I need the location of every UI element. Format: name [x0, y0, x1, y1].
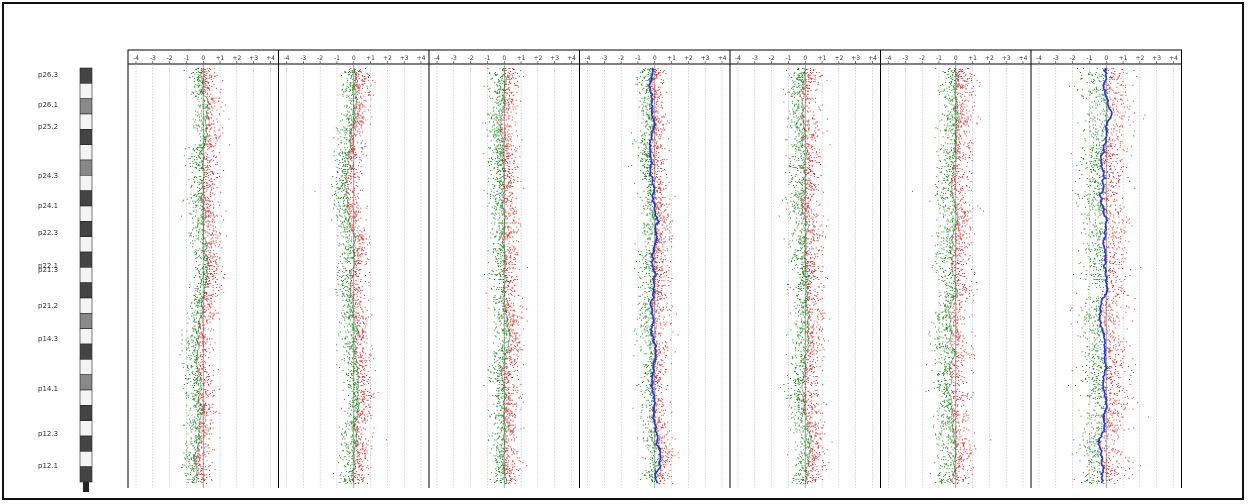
axis-tick-label: 0	[502, 55, 506, 62]
sample-panel: -4 -3 -2 -1 0 +1 +2 +3 +4	[580, 50, 731, 488]
axis-tick-label: +2	[1135, 55, 1144, 62]
axis-tick-label: +1	[1119, 55, 1128, 62]
axis-tick-label: -4	[133, 55, 139, 62]
axis-tick-label: 0	[1104, 55, 1108, 62]
axis-tick-label: +4	[718, 55, 727, 62]
axis-tick-label: -3	[1053, 55, 1059, 62]
probe-dots	[1068, 68, 1149, 484]
sample-panel: -4 -3 -2 -1 0 +1 +2 +3 +4	[429, 50, 580, 488]
axis-tick-label: -2	[919, 55, 925, 62]
axis-tick-label: -4	[886, 55, 892, 62]
axis-tick-label: -2	[618, 55, 624, 62]
axis-tick-label: +3	[550, 55, 559, 62]
axis-tick-label: +1	[517, 55, 526, 62]
axis-tick-label: -1	[785, 55, 791, 62]
axis-tick-label: -1	[484, 55, 490, 62]
axis-tick-label: -4	[284, 55, 290, 62]
axis-tick-label: +3	[400, 55, 409, 62]
axis-tick-label: +1	[968, 55, 977, 62]
axis-tick-label: 0	[803, 55, 807, 62]
axis-tick-label: -1	[936, 55, 942, 62]
axis-tick-label: -1	[635, 55, 641, 62]
axis-tick-label: -1	[334, 55, 340, 62]
axis-tick-label: +1	[216, 55, 225, 62]
axis-tick-label: -3	[902, 55, 908, 62]
axis-tick-label: -2	[468, 55, 474, 62]
axis-tick-label: +2	[834, 55, 843, 62]
axis-tick-label: -2	[1070, 55, 1076, 62]
axis-tick-label: 0	[352, 55, 356, 62]
sample-panel: -4 -3 -2 -1 0 +1 +2 +3 +4	[279, 50, 430, 488]
axis-tick-label: +1	[667, 55, 676, 62]
axis-tick-label: +4	[567, 55, 576, 62]
axis-tick-label: -3	[451, 55, 457, 62]
axis-tick-label: +2	[684, 55, 693, 62]
axis-tick-label: -2	[769, 55, 775, 62]
axis-tick-label: -1	[183, 55, 189, 62]
axis-tick-label: -1	[1086, 55, 1092, 62]
sample-panel: -4 -3 -2 -1 0 +1 +2 +3 +4	[1031, 50, 1182, 488]
axis-tick-label: -2	[317, 55, 323, 62]
axis-tick-label: -4	[1036, 55, 1042, 62]
axis-tick-label: 0	[201, 55, 205, 62]
axis-tick-label: -3	[150, 55, 156, 62]
axis-tick-label: +2	[232, 55, 241, 62]
axis-tick-label: -4	[735, 55, 741, 62]
axis-tick-label: +2	[985, 55, 994, 62]
sample-panel: -4 -3 -2 -1 0 +1 +2 +3 +4	[881, 50, 1032, 488]
axis-tick-label: -2	[167, 55, 173, 62]
axis-tick-label: +3	[1002, 55, 1011, 62]
axis-tick-label: +3	[701, 55, 710, 62]
axis-tick-label: +1	[366, 55, 375, 62]
axis-tick-label: +3	[249, 55, 258, 62]
axis-tick-label: -4	[585, 55, 591, 62]
axis-tick-label: +4	[266, 55, 275, 62]
axis-tick-label: -3	[300, 55, 306, 62]
axis-tick-label: 0	[954, 55, 958, 62]
axis-tick-label: -3	[601, 55, 607, 62]
axis-tick-label: +4	[1019, 55, 1028, 62]
axis-tick-label: -4	[434, 55, 440, 62]
probe-dots	[180, 68, 231, 484]
ratio-plot-panels: -4 -3 -2 -1 0 +1 +2 +3 +4 -4 -3 -2 -1 0 +1 +2 +3 +4 -4 -3 -2…	[4, 4, 1242, 498]
axis-tick-label: -3	[752, 55, 758, 62]
probe-dots	[912, 68, 991, 484]
axis-tick-label: +1	[818, 55, 827, 62]
axis-tick-label: +2	[383, 55, 392, 62]
axis-tick-label: 0	[653, 55, 657, 62]
axis-tick-label: +4	[868, 55, 877, 62]
axis-tick-label: +4	[417, 55, 426, 62]
axis-tick-label: +2	[533, 55, 542, 62]
axis-tick-label: +3	[851, 55, 860, 62]
sample-panel: -4 -3 -2 -1 0 +1 +2 +3 +4	[128, 50, 279, 488]
axis-tick-label: +4	[1169, 55, 1178, 62]
sample-panel: -4 -3 -2 -1 0 +1 +2 +3 +4	[730, 50, 881, 488]
axis-tick-label: +3	[1152, 55, 1161, 62]
